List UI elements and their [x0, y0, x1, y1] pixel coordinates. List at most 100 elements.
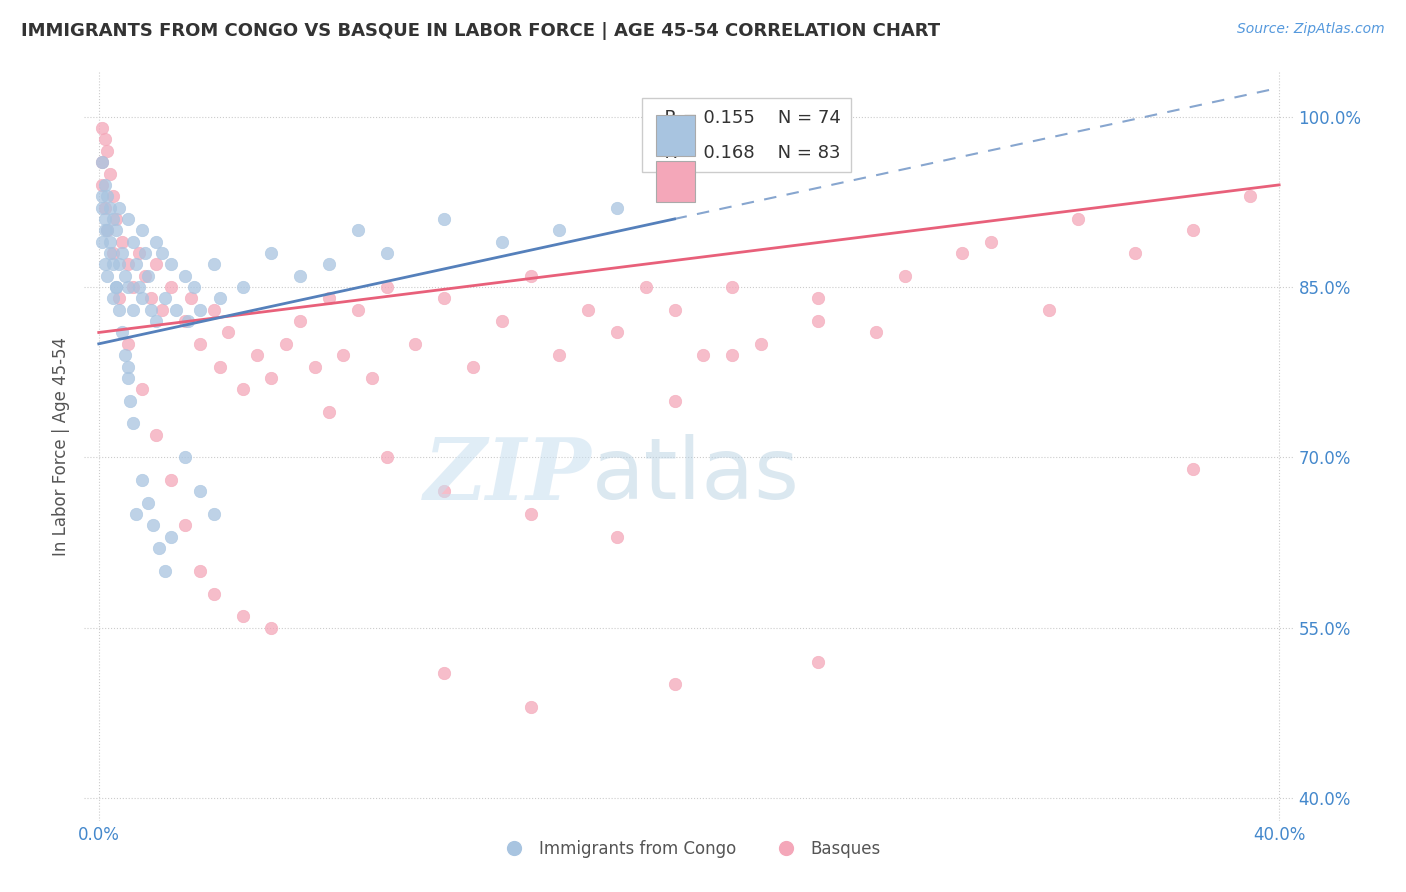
Point: [96, 223, 118, 237]
Point: [122, 235, 145, 249]
Point: [180, 292, 202, 306]
Point: [188, 564, 211, 578]
Point: [90, 121, 112, 136]
Point: [188, 302, 211, 317]
Point: [246, 348, 269, 362]
Point: [90, 189, 112, 203]
Point: [93, 132, 115, 146]
Point: [150, 302, 173, 317]
Point: [111, 326, 134, 340]
Point: [117, 359, 139, 374]
Point: [93, 257, 115, 271]
Point: [404, 336, 426, 351]
Point: [183, 280, 205, 294]
Point: [98, 235, 121, 249]
Point: [318, 257, 340, 271]
Point: [159, 280, 181, 294]
Point: [208, 359, 231, 374]
Point: [232, 609, 254, 624]
Point: [153, 292, 176, 306]
Point: [98, 167, 121, 181]
Point: [664, 677, 686, 691]
Point: [721, 348, 744, 362]
Point: [93, 223, 115, 237]
Bar: [657, 115, 695, 156]
Point: [290, 314, 312, 328]
Point: [111, 235, 134, 249]
Point: [202, 586, 225, 600]
Point: [117, 211, 139, 226]
Point: [188, 484, 211, 499]
Point: [105, 280, 128, 294]
Point: [318, 405, 340, 419]
Point: [96, 223, 118, 237]
Point: [894, 268, 917, 283]
Point: [125, 507, 148, 521]
Point: [692, 348, 714, 362]
Point: [576, 302, 599, 317]
Point: [606, 201, 628, 215]
Point: [93, 201, 115, 215]
Point: [375, 450, 398, 465]
Point: [153, 564, 176, 578]
Point: [606, 530, 628, 544]
Text: atlas: atlas: [592, 434, 800, 517]
Point: [90, 155, 112, 169]
Point: [548, 348, 571, 362]
Point: [519, 700, 541, 714]
Point: [136, 496, 159, 510]
Point: [361, 371, 384, 385]
Point: [347, 223, 370, 237]
Point: [433, 484, 456, 499]
Point: [122, 302, 145, 317]
Point: [202, 302, 225, 317]
Point: [134, 268, 156, 283]
Point: [101, 211, 124, 226]
Point: [318, 292, 340, 306]
Point: [807, 292, 830, 306]
Point: [159, 257, 181, 271]
Point: [105, 223, 128, 237]
Point: [108, 201, 131, 215]
Point: [519, 268, 541, 283]
Point: [749, 336, 772, 351]
Text: ZIP: ZIP: [425, 434, 592, 517]
Point: [131, 292, 153, 306]
Point: [145, 257, 167, 271]
Point: [101, 292, 124, 306]
Point: [174, 450, 197, 465]
Point: [101, 246, 124, 260]
Text: Source: ZipAtlas.com: Source: ZipAtlas.com: [1237, 22, 1385, 37]
Point: [606, 326, 628, 340]
Point: [96, 144, 118, 158]
Point: [865, 326, 887, 340]
Point: [98, 246, 121, 260]
Point: [90, 201, 112, 215]
Point: [117, 336, 139, 351]
Point: [1123, 246, 1146, 260]
Point: [101, 189, 124, 203]
Point: [375, 280, 398, 294]
Point: [145, 235, 167, 249]
Point: [96, 268, 118, 283]
Point: [131, 223, 153, 237]
Point: [232, 382, 254, 396]
Point: [1239, 189, 1261, 203]
Point: [150, 246, 173, 260]
Point: [260, 371, 283, 385]
Point: [117, 257, 139, 271]
Point: [139, 302, 162, 317]
Point: [290, 268, 312, 283]
Point: [807, 314, 830, 328]
Point: [188, 336, 211, 351]
Point: [375, 246, 398, 260]
Point: [174, 268, 197, 283]
Point: [548, 223, 571, 237]
Point: [145, 314, 167, 328]
Point: [1181, 461, 1204, 475]
Text: IMMIGRANTS FROM CONGO VS BASQUE IN LABOR FORCE | AGE 45-54 CORRELATION CHART: IMMIGRANTS FROM CONGO VS BASQUE IN LABOR…: [21, 22, 941, 40]
Point: [1066, 211, 1088, 226]
Point: [90, 178, 112, 192]
Point: [519, 507, 541, 521]
Point: [145, 427, 167, 442]
